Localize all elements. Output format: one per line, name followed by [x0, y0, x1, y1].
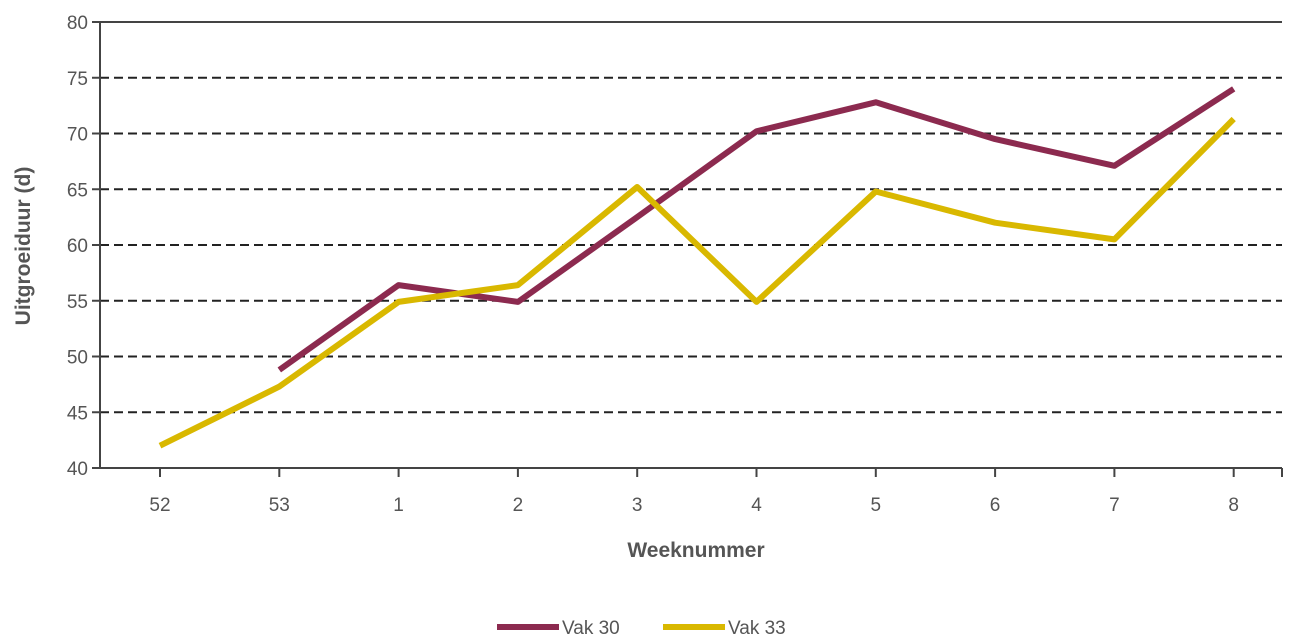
x-tick-label-52: 52	[149, 495, 170, 516]
y-tick-label-40: 40	[67, 459, 88, 480]
y-tick-label-45: 45	[67, 403, 88, 424]
y-tick-label-80: 80	[67, 13, 88, 34]
x-tick-label-4: 4	[751, 495, 762, 516]
legend-label-vak-33: Vak 33	[728, 618, 786, 639]
y-tick-label-70: 70	[67, 125, 88, 146]
series-line-vak-30	[277, 86, 1236, 373]
x-tick-label-8: 8	[1228, 495, 1239, 516]
x-axis-title: Weeknummer	[627, 539, 764, 562]
x-tick-label-6: 6	[990, 495, 1001, 516]
x-tick-labels: 52 53 1 2 3 4 5 6 7 8	[149, 468, 1283, 516]
x-tick-label-1: 1	[393, 495, 404, 516]
x-tick-label-7: 7	[1109, 495, 1120, 516]
x-tick-label-53: 53	[269, 495, 290, 516]
y-tick-label-60: 60	[67, 236, 88, 257]
y-tick-label-75: 75	[67, 69, 88, 90]
gridlines	[100, 76, 1282, 414]
x-tick-label-3: 3	[632, 495, 643, 516]
series-lines	[158, 86, 1236, 449]
legend: Vak 30 Vak 33	[497, 618, 786, 639]
y-tick-label-55: 55	[67, 292, 88, 313]
y-tick-label-65: 65	[67, 180, 88, 201]
series-line-vak-33	[158, 116, 1236, 449]
y-axis-title: Uitgroeiduur (d)	[12, 167, 35, 326]
x-tick-label-5: 5	[871, 495, 882, 516]
y-tick-label-50: 50	[67, 348, 88, 369]
legend-label-vak-30: Vak 30	[562, 618, 620, 639]
y-tick-labels: 40 45 50 55 60 65 70 75 80	[67, 13, 100, 480]
x-tick-label-2: 2	[513, 495, 524, 516]
